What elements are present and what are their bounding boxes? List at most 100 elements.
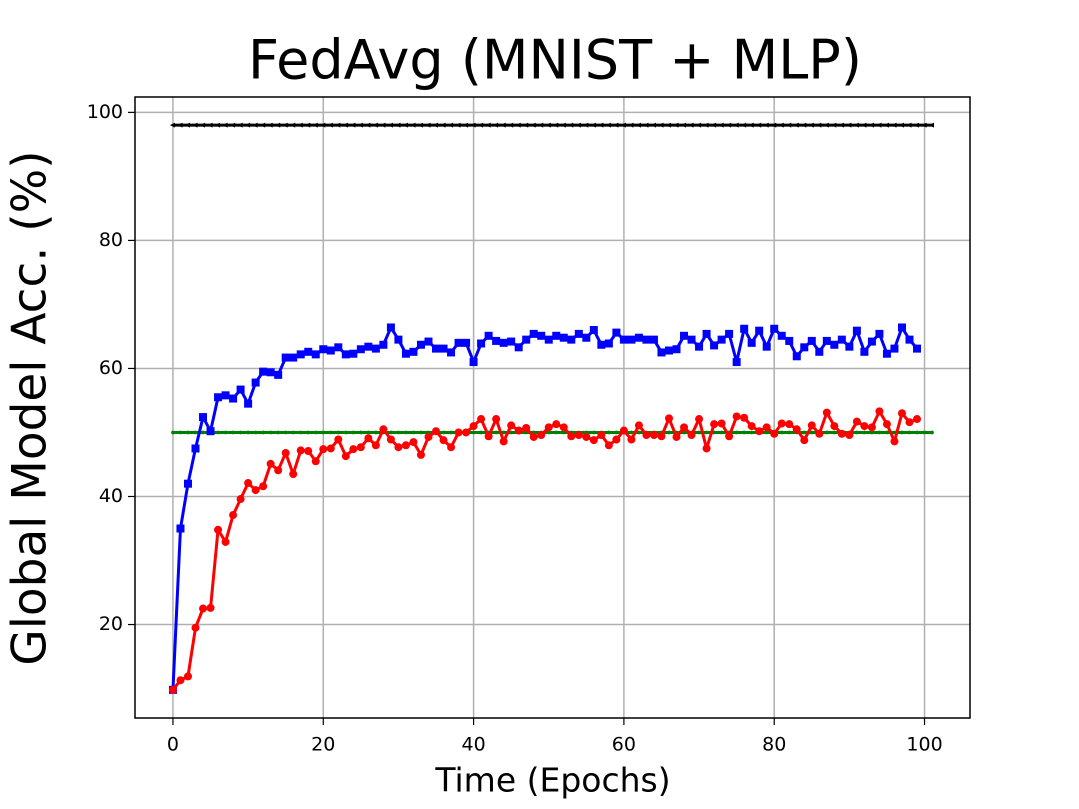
marker bbox=[409, 347, 418, 356]
marker bbox=[544, 335, 553, 344]
x-tick-label: 40 bbox=[461, 734, 485, 756]
marker bbox=[177, 122, 183, 128]
marker bbox=[793, 122, 799, 128]
marker bbox=[494, 430, 498, 435]
marker bbox=[478, 122, 484, 128]
marker bbox=[365, 122, 371, 128]
x-tick-label: 0 bbox=[167, 734, 179, 756]
marker bbox=[433, 122, 439, 128]
marker bbox=[643, 122, 649, 128]
marker bbox=[449, 430, 453, 435]
marker bbox=[267, 122, 273, 128]
marker bbox=[501, 430, 506, 435]
marker bbox=[687, 431, 696, 440]
marker bbox=[845, 342, 854, 351]
marker bbox=[725, 329, 734, 338]
marker bbox=[214, 393, 223, 402]
marker bbox=[469, 422, 478, 431]
marker bbox=[371, 441, 380, 450]
marker bbox=[589, 326, 598, 335]
marker bbox=[732, 412, 741, 421]
marker bbox=[432, 344, 441, 353]
marker bbox=[404, 430, 408, 435]
marker bbox=[289, 470, 298, 479]
marker bbox=[628, 122, 634, 128]
marker bbox=[870, 430, 874, 435]
marker bbox=[470, 122, 476, 128]
marker bbox=[612, 435, 621, 444]
marker bbox=[328, 430, 333, 435]
y-tick-label: 40 bbox=[99, 485, 123, 507]
marker bbox=[372, 122, 378, 128]
marker bbox=[929, 122, 935, 128]
marker bbox=[276, 430, 280, 435]
marker bbox=[672, 345, 681, 354]
marker bbox=[740, 324, 749, 333]
marker bbox=[274, 370, 283, 379]
marker bbox=[229, 511, 238, 520]
marker bbox=[883, 122, 889, 128]
marker bbox=[364, 342, 373, 351]
marker bbox=[680, 423, 689, 432]
marker bbox=[238, 430, 243, 435]
marker bbox=[200, 122, 206, 128]
x-tick-label: 60 bbox=[612, 734, 636, 756]
marker bbox=[718, 122, 724, 128]
marker bbox=[344, 430, 348, 435]
marker bbox=[351, 430, 356, 435]
marker bbox=[214, 525, 223, 534]
marker bbox=[567, 335, 576, 344]
marker bbox=[627, 435, 636, 444]
marker bbox=[441, 430, 446, 435]
marker bbox=[266, 459, 275, 468]
marker bbox=[807, 421, 816, 430]
marker bbox=[830, 422, 839, 431]
marker bbox=[281, 353, 290, 362]
marker bbox=[448, 122, 454, 128]
marker bbox=[341, 350, 350, 359]
marker bbox=[876, 122, 882, 128]
marker bbox=[710, 420, 719, 429]
marker bbox=[838, 122, 844, 128]
marker bbox=[221, 537, 230, 546]
marker bbox=[634, 333, 643, 342]
marker bbox=[667, 430, 671, 435]
marker bbox=[417, 122, 423, 128]
marker bbox=[681, 122, 687, 128]
marker bbox=[852, 417, 861, 426]
marker bbox=[672, 432, 681, 441]
marker bbox=[386, 435, 395, 444]
marker bbox=[695, 342, 704, 351]
marker bbox=[493, 122, 499, 128]
marker bbox=[230, 122, 236, 128]
marker bbox=[507, 421, 516, 430]
marker bbox=[808, 122, 814, 128]
marker bbox=[605, 122, 611, 128]
marker bbox=[554, 430, 559, 435]
marker bbox=[193, 430, 198, 435]
marker bbox=[356, 443, 365, 452]
marker bbox=[522, 423, 531, 432]
marker bbox=[907, 430, 912, 435]
x-axis-label: Time (Epochs) bbox=[434, 761, 670, 800]
marker bbox=[484, 432, 493, 441]
marker bbox=[809, 430, 814, 435]
marker bbox=[807, 336, 816, 345]
marker bbox=[357, 122, 363, 128]
marker bbox=[515, 122, 521, 128]
marker bbox=[327, 122, 333, 128]
marker bbox=[529, 432, 538, 441]
marker bbox=[741, 122, 747, 128]
marker bbox=[597, 431, 606, 440]
marker bbox=[831, 122, 837, 128]
marker bbox=[306, 430, 311, 435]
marker bbox=[697, 430, 701, 435]
marker bbox=[710, 341, 719, 350]
marker bbox=[560, 122, 566, 128]
marker bbox=[800, 436, 809, 445]
marker bbox=[260, 122, 266, 128]
marker bbox=[447, 348, 456, 357]
marker bbox=[245, 122, 251, 128]
marker bbox=[567, 432, 576, 441]
marker bbox=[508, 122, 514, 128]
